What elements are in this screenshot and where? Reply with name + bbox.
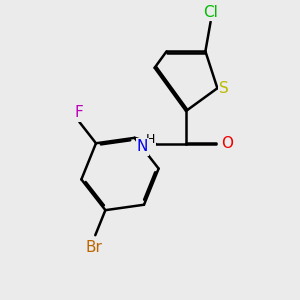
Text: Br: Br <box>85 240 102 255</box>
Text: O: O <box>221 136 233 152</box>
Text: F: F <box>74 106 83 121</box>
Text: S: S <box>219 81 229 96</box>
Text: Cl: Cl <box>203 5 218 20</box>
Text: H: H <box>145 133 155 146</box>
Text: N: N <box>137 140 148 154</box>
